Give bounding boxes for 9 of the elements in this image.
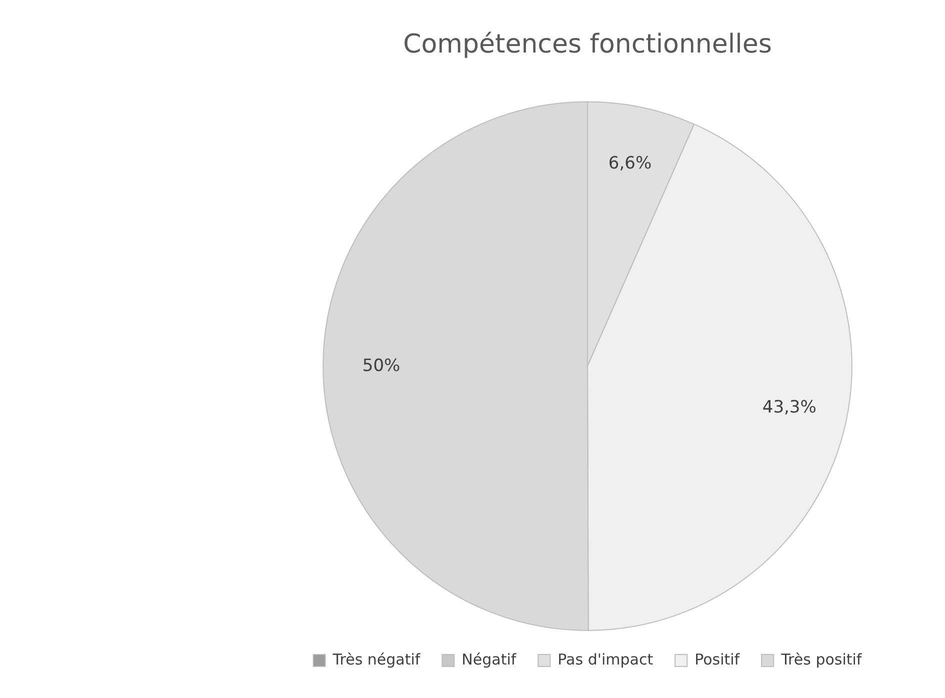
legend-label: Très négatif <box>332 650 421 668</box>
legend-label: Négatif <box>462 650 517 668</box>
legend-label: Très positif <box>780 650 862 668</box>
legend-label: Pas d'impact <box>558 650 654 668</box>
data-label: 6,6% <box>608 154 652 174</box>
data-label: 50% <box>362 356 400 376</box>
chart-title: Compétences fonctionnelles <box>403 29 772 60</box>
data-label: 43,3% <box>762 398 816 418</box>
legend-label: Positif <box>694 650 740 668</box>
